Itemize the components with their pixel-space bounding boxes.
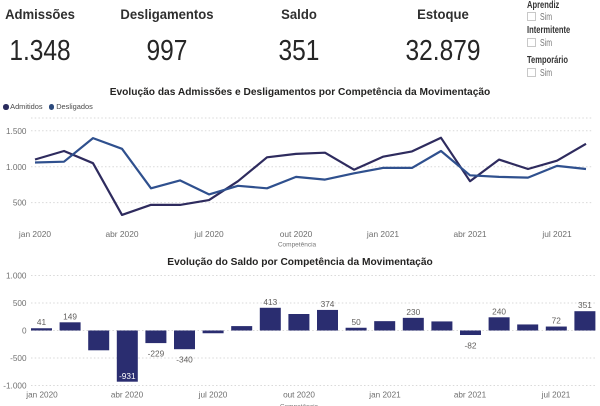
svg-text:0: 0 bbox=[22, 327, 27, 336]
svg-text:abr 2021: abr 2021 bbox=[453, 229, 486, 239]
svg-text:500: 500 bbox=[13, 299, 27, 308]
svg-text:149: 149 bbox=[63, 311, 77, 321]
svg-text:Competência: Competência bbox=[278, 242, 317, 249]
svg-text:-931: -931 bbox=[119, 371, 136, 381]
svg-text:230: 230 bbox=[406, 307, 420, 317]
svg-text:out 2020: out 2020 bbox=[280, 229, 313, 239]
svg-text:out 2020: out 2020 bbox=[283, 391, 315, 400]
svg-text:50: 50 bbox=[351, 317, 361, 327]
svg-text:abr 2021: abr 2021 bbox=[454, 391, 487, 400]
svg-text:Competência: Competência bbox=[280, 404, 319, 406]
svg-text:351: 351 bbox=[578, 300, 592, 310]
svg-text:1.000: 1.000 bbox=[6, 272, 27, 281]
svg-text:jul 2021: jul 2021 bbox=[541, 391, 571, 400]
svg-text:abr 2020: abr 2020 bbox=[105, 229, 138, 239]
svg-text:-500: -500 bbox=[10, 354, 27, 363]
svg-text:jul 2020: jul 2020 bbox=[198, 391, 228, 400]
svg-text:240: 240 bbox=[492, 306, 506, 316]
svg-text:-1.000: -1.000 bbox=[3, 382, 27, 391]
svg-text:jul 2020: jul 2020 bbox=[193, 229, 224, 239]
svg-text:-340: -340 bbox=[176, 355, 193, 365]
svg-text:jan 2021: jan 2021 bbox=[368, 391, 401, 400]
svg-text:jan 2020: jan 2020 bbox=[18, 229, 51, 239]
svg-text:72: 72 bbox=[552, 316, 562, 326]
svg-text:jan 2021: jan 2021 bbox=[366, 229, 399, 239]
svg-text:413: 413 bbox=[263, 297, 277, 307]
svg-text:41: 41 bbox=[37, 317, 47, 327]
svg-text:-82: -82 bbox=[465, 341, 477, 351]
svg-text:1.500: 1.500 bbox=[6, 127, 27, 136]
svg-text:abr 2020: abr 2020 bbox=[111, 391, 144, 400]
svg-text:1.000: 1.000 bbox=[6, 163, 27, 172]
svg-text:374: 374 bbox=[321, 299, 335, 309]
svg-text:500: 500 bbox=[13, 199, 27, 208]
svg-text:-229: -229 bbox=[148, 349, 165, 359]
svg-text:jul 2021: jul 2021 bbox=[541, 229, 572, 239]
svg-text:jan 2020: jan 2020 bbox=[25, 391, 58, 400]
